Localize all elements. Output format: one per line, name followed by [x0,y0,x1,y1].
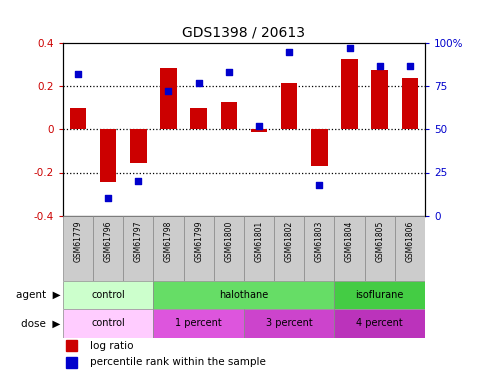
Bar [341,59,358,129]
Text: control: control [91,290,125,300]
Text: GSM61800: GSM61800 [224,221,233,262]
Text: GSM61805: GSM61805 [375,221,384,262]
Bar [365,216,395,281]
Point [134,178,142,184]
Bar [67,340,77,351]
Text: halothane: halothane [219,290,269,300]
Bar [154,216,184,281]
Bar [184,216,213,281]
Bar [70,108,86,129]
Bar [395,216,425,281]
Point [376,63,384,69]
Text: GDS1398 / 20613: GDS1398 / 20613 [183,26,305,39]
Text: dose  ▶: dose ▶ [21,318,60,328]
Text: GSM61803: GSM61803 [315,221,324,262]
Text: GSM61796: GSM61796 [103,221,113,262]
Text: GSM61799: GSM61799 [194,221,203,262]
Bar [311,129,327,166]
Point [406,63,414,69]
Text: control: control [91,318,125,328]
Bar [213,216,244,281]
Point [346,45,354,51]
Bar [334,216,365,281]
Point [285,49,293,55]
Bar [100,129,116,182]
Bar [244,309,334,338]
Point [315,182,323,188]
Text: GSM61801: GSM61801 [255,221,264,262]
Text: 3 percent: 3 percent [266,318,313,328]
Text: GSM61802: GSM61802 [284,221,294,262]
Text: GSM61804: GSM61804 [345,221,354,262]
Text: GSM61797: GSM61797 [134,221,143,262]
Point [195,80,202,86]
Text: GSM61806: GSM61806 [405,221,414,262]
Bar [371,70,388,129]
Bar [63,216,93,281]
Bar [402,78,418,129]
Bar [63,309,154,338]
Bar [190,108,207,129]
Bar [274,216,304,281]
Bar [335,281,425,309]
Point [74,71,82,77]
Text: percentile rank within the sample: percentile rank within the sample [90,357,266,368]
Bar [154,309,244,338]
Text: agent  ▶: agent ▶ [16,290,60,300]
Bar [281,83,298,129]
Text: 4 percent: 4 percent [356,318,403,328]
Text: GSM61779: GSM61779 [73,221,83,262]
Point [225,69,233,75]
Bar [130,129,146,163]
Bar [67,357,77,368]
Bar [63,281,154,309]
Bar [154,281,334,309]
Bar [160,68,177,129]
Bar [244,216,274,281]
Text: 1 percent: 1 percent [175,318,222,328]
Bar [221,102,237,129]
Point [104,195,112,201]
Bar [123,216,154,281]
Bar [251,129,267,132]
Bar [93,216,123,281]
Point [165,88,172,94]
Bar [304,216,334,281]
Text: GSM61798: GSM61798 [164,221,173,262]
Point [255,123,263,129]
Bar [335,309,425,338]
Text: log ratio: log ratio [90,340,133,351]
Text: isoflurane: isoflurane [355,290,404,300]
